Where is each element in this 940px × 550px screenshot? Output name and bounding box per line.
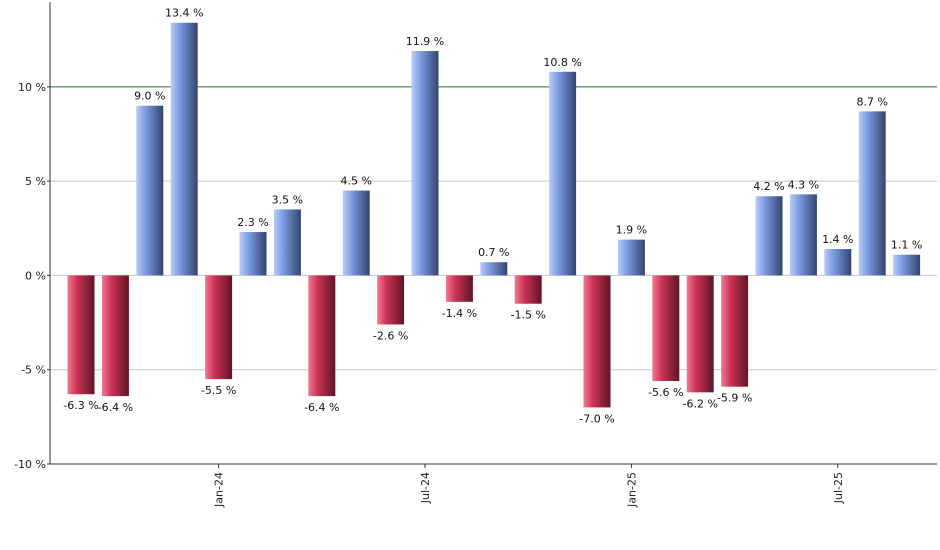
- y-tick-label: 10 %: [18, 81, 46, 94]
- bar: [308, 275, 336, 397]
- bar: [445, 275, 473, 302]
- x-tick-label: Jan-24: [213, 472, 226, 508]
- bar-value-label: -2.6 %: [373, 329, 408, 342]
- bar-value-label: 3.5 %: [272, 193, 303, 206]
- bar-value-label: 1.9 %: [616, 224, 647, 237]
- bar-value-label: -6.3 %: [63, 399, 98, 412]
- bar-value-label: 4.5 %: [340, 175, 371, 188]
- bar-value-label: -6.4 %: [98, 401, 133, 414]
- data-labels: -6.3 %-6.4 %9.0 %13.4 %-5.5 %2.3 %3.5 %-…: [63, 7, 922, 426]
- bar-value-label: -7.0 %: [579, 412, 614, 425]
- bar: [273, 209, 301, 276]
- y-tick-label: 0 %: [25, 269, 46, 282]
- bar: [755, 196, 783, 276]
- bar: [411, 51, 439, 276]
- bar: [377, 275, 405, 325]
- y-tick-label: 5 %: [25, 175, 46, 188]
- bar-value-label: 13.4 %: [165, 7, 203, 20]
- bar-value-label: 11.9 %: [406, 35, 444, 48]
- bar: [824, 249, 852, 276]
- bars: [67, 22, 921, 408]
- bar-value-label: -5.5 %: [201, 384, 236, 397]
- bar: [136, 105, 164, 276]
- axes: 10 % 5 % 0 % -5 % -10 % Jan-24 Jul-24 Jan-25 Jul…: [14, 2, 937, 508]
- bar-value-label: -1.5 %: [510, 309, 545, 322]
- bar-value-label: 0.7 %: [478, 246, 509, 259]
- x-tick-label: Jul-25: [832, 472, 845, 504]
- bar: [67, 275, 95, 395]
- bar-value-label: 10.8 %: [543, 56, 581, 69]
- bar-value-label: -6.4 %: [304, 401, 339, 414]
- bar: [239, 232, 267, 276]
- bar-value-label: 2.3 %: [237, 216, 268, 229]
- bar: [789, 194, 817, 276]
- bar-value-label: 1.1 %: [891, 239, 922, 252]
- bar-value-label: 8.7 %: [856, 95, 887, 108]
- y-tick-label: -10 %: [14, 458, 46, 471]
- bar: [583, 275, 611, 408]
- bar: [721, 275, 749, 387]
- bar-value-label: -6.2 %: [682, 397, 717, 410]
- bar: [342, 190, 370, 276]
- bar-value-label: 4.2 %: [753, 180, 784, 193]
- bar: [170, 22, 198, 276]
- bar-value-label: -5.9 %: [717, 392, 752, 405]
- x-tick-label: Jul-24: [419, 472, 432, 504]
- bar: [617, 239, 645, 276]
- bar: [858, 111, 886, 276]
- bar-value-label: 4.3 %: [788, 178, 819, 191]
- bar-value-label: -5.6 %: [648, 386, 683, 399]
- bar-value-label: 1.4 %: [822, 233, 853, 246]
- bar-value-label: 9.0 %: [134, 90, 165, 103]
- bar: [686, 275, 714, 393]
- bar: [652, 275, 680, 382]
- bar: [893, 254, 921, 276]
- bar: [514, 275, 542, 304]
- bar: [480, 262, 508, 276]
- x-tick-label: Jan-25: [625, 472, 638, 508]
- y-tick-label: -5 %: [21, 364, 46, 377]
- bar-value-label: -1.4 %: [442, 307, 477, 320]
- bar: [549, 71, 577, 276]
- bar: [101, 275, 129, 397]
- bar: [205, 275, 233, 380]
